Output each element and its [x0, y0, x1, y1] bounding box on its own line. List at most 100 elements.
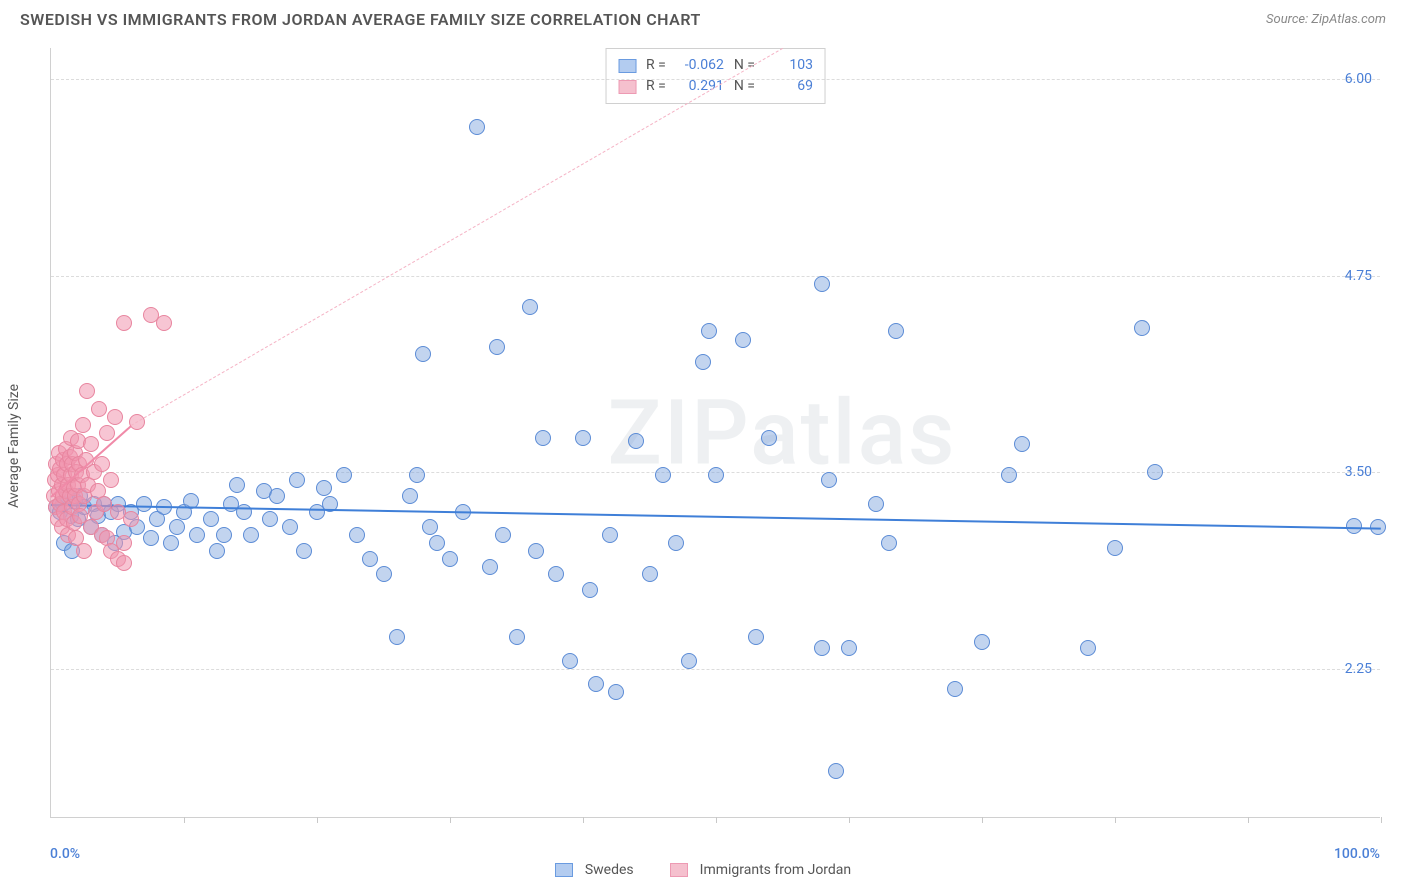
data-point [575, 430, 591, 446]
data-point [409, 467, 425, 483]
x-tick-mark [1381, 817, 1382, 823]
data-point [336, 467, 352, 483]
data-point [1080, 640, 1096, 656]
trend-line [51, 504, 1381, 530]
data-point [116, 315, 132, 331]
data-point [169, 519, 185, 535]
data-point [316, 480, 332, 496]
data-point [821, 472, 837, 488]
legend-jordan-label: Immigrants from Jordan [700, 862, 852, 878]
data-point [269, 488, 285, 504]
data-point [695, 354, 711, 370]
stat-label: R = [646, 55, 666, 76]
data-point [189, 527, 205, 543]
x-tick-mark [450, 817, 451, 823]
stats-row-swedes: R = -0.062 N = 103 [618, 55, 813, 76]
data-point [163, 535, 179, 551]
x-tick-mark [849, 817, 850, 823]
data-point [422, 519, 438, 535]
data-point [389, 629, 405, 645]
data-point [469, 119, 485, 135]
gridline [51, 79, 1380, 80]
data-point [103, 472, 119, 488]
data-point [203, 511, 219, 527]
stat-r-swedes: -0.062 [676, 55, 724, 76]
data-point [535, 430, 551, 446]
data-point [588, 676, 604, 692]
data-point [668, 535, 684, 551]
data-point [701, 323, 717, 339]
data-point [708, 467, 724, 483]
y-tick-label: 4.75 [1345, 268, 1372, 284]
data-point [881, 535, 897, 551]
x-axis-max-label: 100.0% [1334, 846, 1380, 862]
data-point [236, 504, 252, 520]
data-point [262, 511, 278, 527]
data-point [582, 582, 598, 598]
data-point [602, 527, 618, 543]
data-point [136, 496, 152, 512]
swatch-pink-icon [618, 80, 636, 94]
trend-line [131, 48, 783, 426]
data-point [562, 653, 578, 669]
stats-box: R = -0.062 N = 103 R = 0.291 N = 69 [605, 48, 826, 104]
data-point [548, 566, 564, 582]
y-axis-label: Average Family Size [6, 384, 22, 508]
x-tick-mark [1248, 817, 1249, 823]
x-tick-mark [583, 817, 584, 823]
data-point [888, 323, 904, 339]
data-point [628, 433, 644, 449]
chart-title: SWEDISH VS IMMIGRANTS FROM JORDAN AVERAG… [20, 10, 701, 29]
legend-swedes-label: Swedes [585, 862, 634, 878]
data-point [76, 543, 92, 559]
data-point [116, 535, 132, 551]
data-point [91, 401, 107, 417]
data-point [761, 430, 777, 446]
source-label: Source: ZipAtlas.com [1266, 12, 1386, 27]
data-point [83, 436, 99, 452]
data-point [655, 467, 671, 483]
data-point [1346, 518, 1362, 534]
data-point [814, 276, 830, 292]
data-point [94, 456, 110, 472]
data-point [868, 496, 884, 512]
data-point [229, 477, 245, 493]
data-point [99, 425, 115, 441]
gridline [51, 276, 1380, 277]
data-point [1134, 320, 1150, 336]
data-point [748, 629, 764, 645]
data-point [209, 543, 225, 559]
data-point [107, 409, 123, 425]
data-point [296, 543, 312, 559]
data-point [362, 551, 378, 567]
data-point [974, 634, 990, 650]
data-point [509, 629, 525, 645]
data-point [376, 566, 392, 582]
x-tick-mark [184, 817, 185, 823]
legend-swatch-pink-icon [670, 863, 688, 877]
data-point [79, 383, 95, 399]
data-point [528, 543, 544, 559]
data-point [495, 527, 511, 543]
data-point [1001, 467, 1017, 483]
data-point [735, 332, 751, 348]
data-point [1147, 464, 1163, 480]
data-point [349, 527, 365, 543]
data-point [243, 527, 259, 543]
data-point [482, 559, 498, 575]
data-point [415, 346, 431, 362]
data-point [442, 551, 458, 567]
data-point [216, 527, 232, 543]
gridline [51, 669, 1380, 670]
x-tick-mark [317, 817, 318, 823]
data-point [402, 488, 418, 504]
data-point [116, 555, 132, 571]
data-point [156, 315, 172, 331]
x-tick-mark [982, 817, 983, 823]
data-point [282, 519, 298, 535]
data-point [123, 511, 139, 527]
data-point [1014, 436, 1030, 452]
plot-area: ZIPatlas R = -0.062 N = 103 R = 0.291 N … [50, 48, 1380, 818]
data-point [75, 417, 91, 433]
y-tick-label: 2.25 [1345, 661, 1372, 677]
